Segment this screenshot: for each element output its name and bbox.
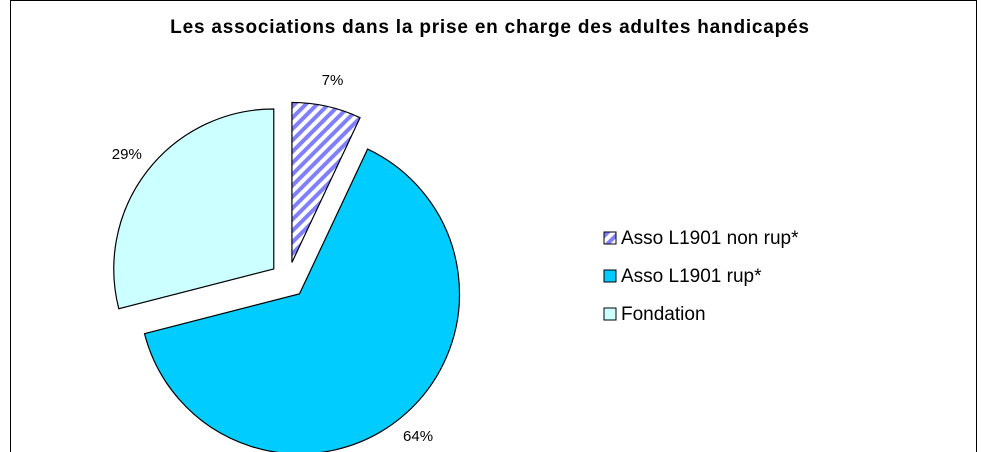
legend-label: Fondation <box>621 304 706 325</box>
legend-swatch <box>603 231 617 245</box>
data-label: 64% <box>403 428 433 445</box>
data-label: 7% <box>322 72 344 89</box>
legend-label: Asso L1901 rup* <box>621 266 762 287</box>
pie-slice <box>113 108 275 310</box>
legend-label: Asso L1901 non rup* <box>621 228 799 249</box>
pie-slice <box>143 148 461 452</box>
pie-slice <box>291 101 361 263</box>
legend-swatch <box>603 269 617 283</box>
chart-border <box>10 0 977 452</box>
data-label: 29% <box>112 146 142 163</box>
chart-title: Les associations dans la prise en charge… <box>170 17 810 38</box>
legend-swatch <box>603 307 617 321</box>
